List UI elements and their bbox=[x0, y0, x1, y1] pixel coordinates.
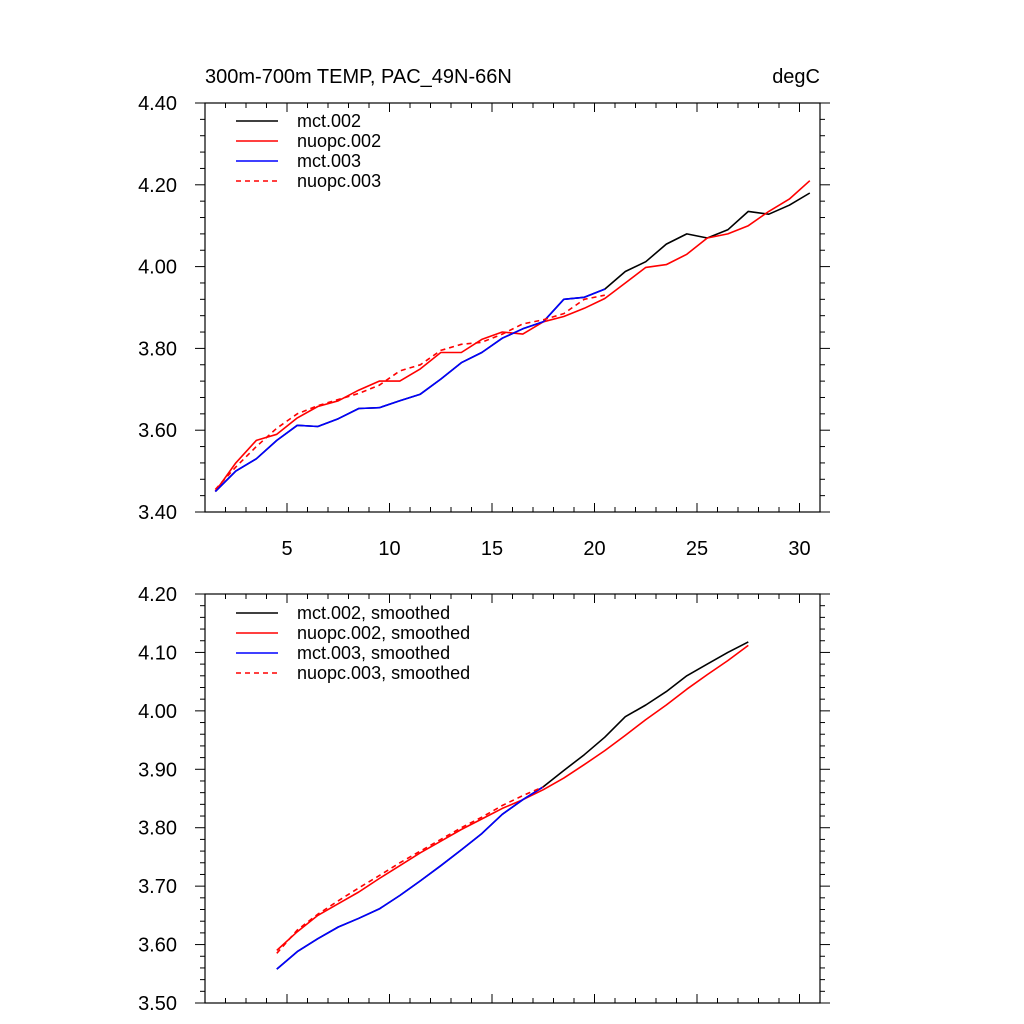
y-tick-label: 4.20 bbox=[138, 175, 177, 197]
units-label: degC bbox=[772, 66, 820, 88]
series-line bbox=[276, 641, 749, 970]
x-tick-label: 20 bbox=[583, 538, 605, 560]
series-line bbox=[276, 786, 544, 954]
y-tick-label: 3.70 bbox=[138, 876, 177, 898]
x-tick-label: 25 bbox=[686, 538, 708, 560]
series-line bbox=[276, 644, 749, 951]
y-tick-label: 3.60 bbox=[138, 420, 177, 442]
x-tick-label: 5 bbox=[281, 538, 292, 560]
series-line bbox=[214, 288, 606, 493]
y-tick-label: 4.00 bbox=[138, 257, 177, 279]
chart-title: 300m-700m TEMP, PAC_49N-66N bbox=[205, 66, 512, 88]
series-line bbox=[214, 192, 811, 493]
legend-label: nuopc.003, smoothed bbox=[297, 663, 470, 683]
legend-label: mct.003 bbox=[297, 151, 361, 171]
x-tick-label: 30 bbox=[788, 538, 810, 560]
y-tick-label: 3.90 bbox=[138, 759, 177, 781]
legend-label: mct.002, smoothed bbox=[297, 603, 450, 623]
legend-label: mct.003, smoothed bbox=[297, 643, 450, 663]
y-tick-label: 3.60 bbox=[138, 935, 177, 957]
y-tick-label: 4.40 bbox=[138, 93, 177, 115]
x-tick-label: 15 bbox=[481, 538, 503, 560]
legend-label: nuopc.002 bbox=[297, 131, 381, 151]
y-tick-label: 3.50 bbox=[138, 993, 177, 1015]
top-panel: 300m-700m TEMP, PAC_49N-66N degC 3.40 3.6… bbox=[138, 66, 830, 560]
legend-label: mct.002 bbox=[297, 111, 361, 131]
y-tick-label: 3.80 bbox=[138, 338, 177, 360]
series-line bbox=[276, 786, 544, 970]
bottom-panel: 3.50 3.60 3.70 3.80 3.90 4.00 4.10 4.20 mct.002,… bbox=[138, 584, 830, 1015]
legend-label: nuopc.002, smoothed bbox=[297, 623, 470, 643]
x-tick-label: 10 bbox=[378, 538, 400, 560]
y-tick-label: 3.40 bbox=[138, 502, 177, 524]
series-line bbox=[214, 294, 605, 491]
y-tick-label: 4.20 bbox=[138, 584, 177, 606]
y-tick-label: 4.10 bbox=[138, 642, 177, 664]
y-tick-label: 3.80 bbox=[138, 818, 177, 840]
series-line bbox=[214, 180, 811, 492]
legend-label: nuopc.003 bbox=[297, 171, 381, 191]
y-tick-label: 4.00 bbox=[138, 701, 177, 723]
